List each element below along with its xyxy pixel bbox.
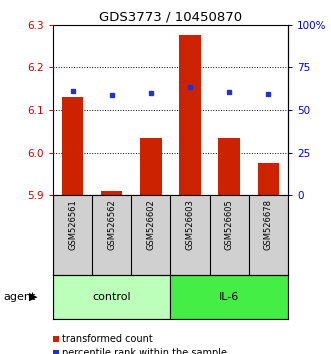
Text: agent: agent (3, 292, 36, 302)
Bar (140, 138, 162, 195)
Text: GSM526562: GSM526562 (107, 199, 116, 250)
Text: ▶: ▶ (29, 292, 37, 302)
Text: GSM526605: GSM526605 (225, 199, 234, 250)
Text: IL-6: IL-6 (219, 292, 239, 302)
Text: percentile rank within the sample: percentile rank within the sample (62, 348, 227, 354)
Text: GSM526561: GSM526561 (68, 199, 77, 250)
Bar (53, 275, 170, 319)
Bar (170, 275, 288, 319)
Bar (218, 138, 240, 195)
Text: GSM526678: GSM526678 (264, 199, 273, 250)
Text: GSM526603: GSM526603 (186, 199, 195, 250)
Text: control: control (92, 292, 131, 302)
Bar (179, 35, 201, 195)
Text: GSM526602: GSM526602 (146, 199, 155, 250)
Bar (258, 163, 279, 195)
Title: GDS3773 / 10450870: GDS3773 / 10450870 (99, 11, 242, 24)
Bar (101, 191, 122, 195)
Text: transformed count: transformed count (62, 333, 153, 344)
Bar (62, 97, 83, 195)
